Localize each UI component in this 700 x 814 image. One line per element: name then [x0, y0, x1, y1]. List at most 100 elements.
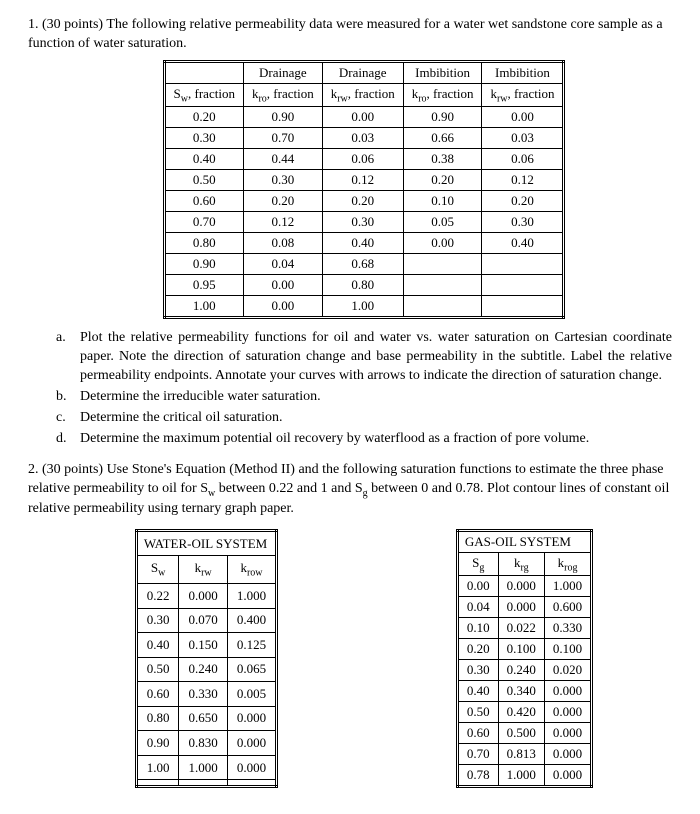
cell: 1.00 — [322, 296, 403, 318]
water-oil-table: WATER-OIL SYSTEM Sw krw krow 0.220.0001.… — [135, 529, 278, 789]
cell: 0.000 — [544, 702, 591, 723]
cell: 0.000 — [498, 597, 544, 618]
cell: krog — [544, 552, 591, 576]
list-item: c.Determine the critical oil saturation. — [56, 409, 672, 428]
table-row: 0.600.200.200.100.20 — [164, 191, 564, 212]
cell: 0.08 — [243, 233, 322, 254]
cell: Drainage — [243, 61, 322, 83]
cell: 0.80 — [322, 275, 403, 296]
table-row: Sg krg krog — [457, 552, 591, 576]
cell: 0.40 — [164, 149, 243, 170]
table-row: 0.300.0700.400 — [136, 608, 276, 633]
table-row: Sw krw krow — [136, 556, 276, 584]
table-row: 0.700.120.300.050.30 — [164, 212, 564, 233]
cell: 0.68 — [322, 254, 403, 275]
cell: 0.30 — [136, 608, 179, 633]
cell: 0.06 — [482, 149, 564, 170]
table-row: Sw, fraction kro, fraction krw, fraction… — [164, 83, 564, 107]
cell: 0.30 — [322, 212, 403, 233]
cell — [482, 275, 564, 296]
cell: 0.20 — [243, 191, 322, 212]
cell: 1.000 — [179, 755, 227, 780]
cell: 0.000 — [544, 765, 591, 787]
table-row: 0.700.8130.000 — [457, 744, 591, 765]
cell: 0.66 — [403, 128, 482, 149]
cell: 0.240 — [179, 657, 227, 682]
q2-number: 2. (30 points) — [28, 462, 103, 477]
cell: 1.00 — [164, 296, 243, 318]
table-row: 0.040.0000.600 — [457, 597, 591, 618]
cell: 0.20 — [403, 170, 482, 191]
cell: 0.065 — [227, 657, 276, 682]
cell: Sg — [457, 552, 498, 576]
cell: 0.50 — [457, 702, 498, 723]
cell: 0.813 — [498, 744, 544, 765]
cell: 0.12 — [243, 212, 322, 233]
cell: 0.022 — [498, 618, 544, 639]
q2-intro: 2. (30 points) Use Stone's Equation (Met… — [28, 461, 672, 519]
cell: 0.40 — [457, 681, 498, 702]
part-text: Plot the relative permeability functions… — [80, 329, 672, 386]
cell: 0.30 — [164, 128, 243, 149]
list-item: a.Plot the relative permeability functio… — [56, 329, 672, 386]
cell: 0.30 — [482, 212, 564, 233]
cell: 0.20 — [457, 639, 498, 660]
cell: 0.100 — [498, 639, 544, 660]
cell: 0.00 — [322, 107, 403, 128]
list-item: d. Determine the maximum potential oil re… — [56, 430, 672, 449]
cell: krg — [498, 552, 544, 576]
table-row: 0.220.0001.000 — [136, 584, 276, 609]
part-text: Determine the maximum potential oil reco… — [80, 430, 589, 449]
cell — [403, 275, 482, 296]
cell: Sw, fraction — [164, 83, 243, 107]
cell: 0.020 — [544, 660, 591, 681]
cell: krw, fraction — [482, 83, 564, 107]
q1-text: The following relative permeability data… — [28, 17, 663, 51]
cell: 0.40 — [482, 233, 564, 254]
cell: Imbibition — [482, 61, 564, 83]
cell: krw, fraction — [322, 83, 403, 107]
cell: 0.78 — [457, 765, 498, 787]
table-row: 0.500.2400.065 — [136, 657, 276, 682]
table-row: GAS-OIL SYSTEM — [457, 530, 591, 552]
cell: 0.000 — [179, 584, 227, 609]
cell: 0.00 — [457, 576, 498, 597]
cell: 0.070 — [179, 608, 227, 633]
table-row: 0.200.1000.100 — [457, 639, 591, 660]
table-row: WATER-OIL SYSTEM — [136, 530, 276, 556]
cell: 0.000 — [544, 681, 591, 702]
cell: 0.125 — [227, 633, 276, 658]
table-row: 0.800.080.400.000.40 — [164, 233, 564, 254]
cell: Sw — [136, 556, 179, 584]
cell: 0.500 — [498, 723, 544, 744]
cell: 0.000 — [498, 576, 544, 597]
cell: 0.20 — [322, 191, 403, 212]
part-label: d. — [56, 430, 70, 449]
table-row: 0.950.000.80 — [164, 275, 564, 296]
cell: 0.70 — [164, 212, 243, 233]
table-row: 0.781.0000.000 — [457, 765, 591, 787]
table-title: GAS-OIL SYSTEM — [457, 530, 591, 552]
cell: 1.000 — [498, 765, 544, 787]
cell: kro, fraction — [243, 83, 322, 107]
cell: 0.330 — [544, 618, 591, 639]
table-row: 0.600.5000.000 — [457, 723, 591, 744]
table-row: 0.600.3300.005 — [136, 682, 276, 707]
cell: 0.70 — [457, 744, 498, 765]
table-row: 1.001.0000.000 — [136, 755, 276, 780]
cell: 0.000 — [227, 731, 276, 756]
cell: krow — [227, 556, 276, 584]
cell: 0.40 — [322, 233, 403, 254]
table-row: 0.400.440.060.380.06 — [164, 149, 564, 170]
cell: 1.000 — [544, 576, 591, 597]
cell: 1.000 — [227, 584, 276, 609]
cell: 0.10 — [457, 618, 498, 639]
table-row: 0.800.6500.000 — [136, 706, 276, 731]
cell: 0.00 — [243, 275, 322, 296]
cell: Drainage — [322, 61, 403, 83]
cell: 0.03 — [322, 128, 403, 149]
cell: 0.90 — [164, 254, 243, 275]
cell: 0.20 — [164, 107, 243, 128]
table-row: 1.000.001.00 — [164, 296, 564, 318]
part-text: Determine the critical oil saturation. — [80, 409, 283, 428]
